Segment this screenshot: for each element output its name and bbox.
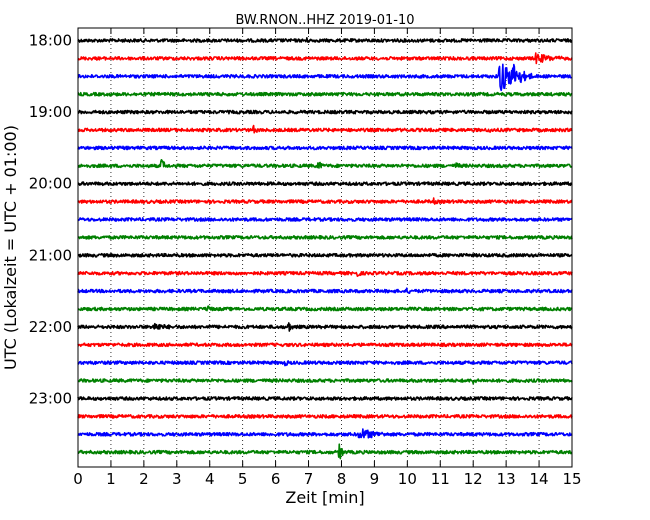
x-tick-label: 6 <box>271 470 281 488</box>
trace-1945 <box>77 159 573 169</box>
x-tick-label: 10 <box>398 470 417 488</box>
y-tick-label: 23:00 <box>29 390 72 408</box>
trace-2115 <box>77 270 573 277</box>
y-tick-label: 20:00 <box>29 175 72 193</box>
trace-1830 <box>77 63 573 92</box>
chart-title: BW.RNON..HHZ 2019-01-10 <box>235 13 414 28</box>
trace-1800 <box>77 37 573 43</box>
trace-2215 <box>77 342 573 348</box>
trace-1845 <box>77 91 573 97</box>
trace-2345 <box>77 443 573 460</box>
trace-1930 <box>77 145 573 151</box>
trace-1815 <box>77 52 573 65</box>
trace-1900 <box>77 109 573 115</box>
trace-2045 <box>77 235 573 240</box>
x-tick-label: 3 <box>172 470 182 488</box>
trace-2100 <box>77 252 573 258</box>
trace-2130 <box>77 287 573 294</box>
trace-2030 <box>77 217 573 222</box>
x-tick-label: 14 <box>530 470 549 488</box>
x-tick-label: 7 <box>304 470 314 488</box>
y-tick-label: 19:00 <box>29 103 72 121</box>
x-axis-label: Zeit [min] <box>285 488 364 507</box>
y-axis-label: UTC (Lokalzeit = UTC + 01:00) <box>1 125 20 370</box>
trace-2145 <box>77 305 573 312</box>
x-tick-label: 2 <box>139 470 149 488</box>
x-tick-label: 8 <box>337 470 347 488</box>
seismic-traces <box>77 37 573 460</box>
trace-2000 <box>77 181 573 187</box>
x-tick-label: 0 <box>73 470 83 488</box>
trace-2015 <box>77 197 573 205</box>
x-tick-label: 13 <box>497 470 516 488</box>
y-tick-label: 21:00 <box>29 246 72 264</box>
trace-2300 <box>77 396 573 401</box>
x-tick-labels: 0 1 2 3 4 5 6 7 8 9 10 11 12 13 14 15 <box>73 470 581 488</box>
x-tick-label: 1 <box>106 470 116 488</box>
trace-2200 <box>77 322 573 332</box>
x-tick-label: 12 <box>464 470 483 488</box>
x-tick-label: 11 <box>431 470 450 488</box>
axis-ticks <box>77 28 573 467</box>
y-tick-label: 22:00 <box>29 318 72 336</box>
x-tick-label: 5 <box>238 470 248 488</box>
x-tick-label: 4 <box>205 470 215 488</box>
x-tick-label: 15 <box>562 470 581 488</box>
trace-2245 <box>77 378 573 385</box>
trace-1915 <box>77 124 573 134</box>
trace-2315 <box>77 414 573 419</box>
y-tick-labels: 18:00 19:00 20:00 21:00 22:00 23:00 <box>29 32 72 408</box>
trace-2330 <box>77 428 573 439</box>
x-tick-label: 9 <box>370 470 380 488</box>
y-tick-label: 18:00 <box>29 32 72 50</box>
trace-2230 <box>77 360 573 367</box>
plot-frame <box>77 27 573 468</box>
